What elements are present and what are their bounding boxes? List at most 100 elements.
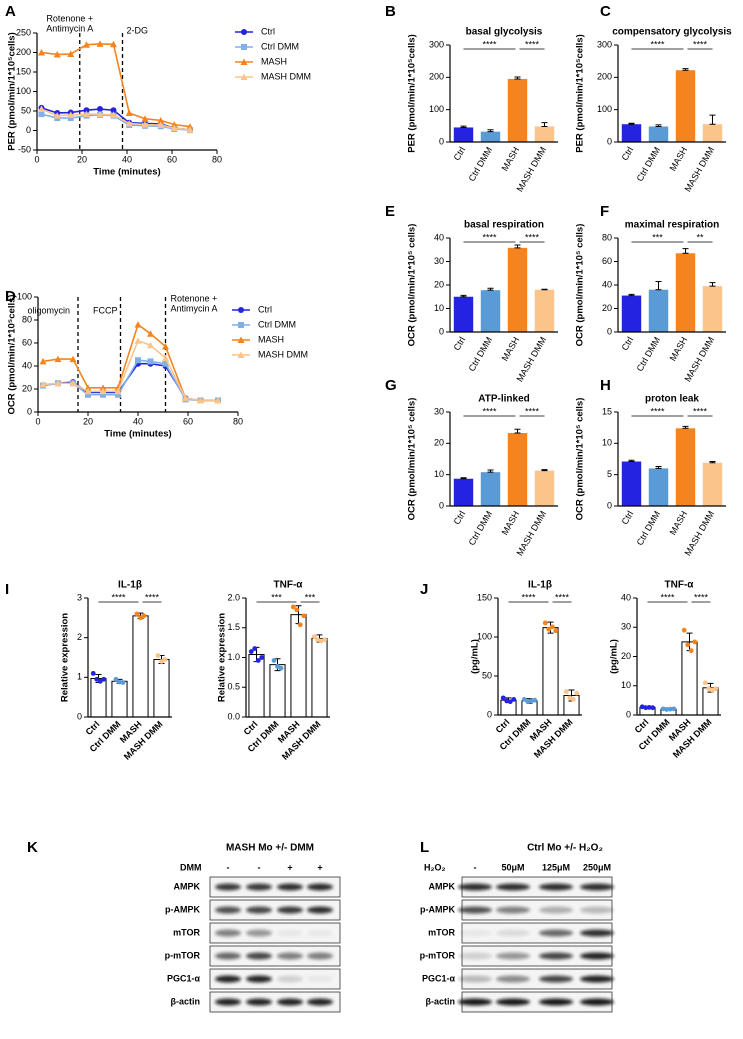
error-bar: [514, 428, 521, 434]
x-tick-label: 80: [233, 416, 243, 426]
error-bar: [460, 477, 467, 480]
error-bar: [655, 124, 662, 127]
treatment-label: DMM: [180, 862, 202, 872]
y-tick-label: 2: [77, 632, 82, 642]
y-tick-label: 0: [77, 711, 82, 721]
band: [307, 998, 333, 1006]
y-tick-label: 40: [434, 232, 444, 242]
band: [307, 975, 333, 983]
marker: [197, 397, 204, 404]
chart-title: basal respiration: [464, 220, 544, 231]
band: [307, 906, 333, 914]
panel-letter: L: [420, 839, 429, 856]
row-label: PGC1-α: [167, 973, 201, 983]
data-point: [546, 626, 552, 632]
data-point: [553, 628, 559, 634]
band: [277, 998, 303, 1006]
significance-label: ****: [525, 406, 540, 416]
data-point: [120, 680, 126, 685]
y-tick-label: 10: [621, 680, 631, 690]
category-label: MASH: [500, 335, 522, 363]
y-tick-label: 300: [597, 39, 612, 49]
lane-label: -: [474, 862, 477, 872]
y-tick-label: 0.0: [227, 711, 240, 721]
data-point: [301, 613, 307, 619]
panel-letter: D: [5, 288, 16, 305]
y-tick-label: 40: [602, 279, 612, 289]
data-point: [542, 620, 548, 626]
y-axis-label: OCR (pmol/min/1*10⁵cells): [7, 294, 18, 414]
y-tick-label: 20: [434, 438, 444, 448]
error-bar: [709, 282, 716, 287]
bar: [675, 253, 696, 332]
row-label: β-actin: [426, 996, 456, 1006]
y-tick-label: 300: [429, 39, 444, 49]
x-tick-label: 20: [83, 416, 93, 426]
significance-label: ***: [305, 592, 316, 602]
row-label: p-AMPK: [165, 904, 200, 914]
panel-letter: A: [5, 3, 16, 20]
y-tick-label: 0: [26, 125, 31, 135]
y-tick-label: 1.5: [227, 622, 240, 632]
band: [246, 883, 272, 891]
band: [215, 952, 241, 960]
data-point: [549, 624, 555, 630]
bar: [507, 247, 528, 332]
bar: [648, 289, 669, 332]
data-point: [713, 686, 719, 692]
data-point: [667, 706, 673, 712]
error-bar: [460, 125, 467, 128]
data-point: [521, 697, 527, 702]
band: [496, 929, 530, 937]
series-line: [42, 323, 218, 402]
significance-label: ****: [694, 592, 709, 602]
legend-marker: [240, 73, 248, 80]
y-tick-label: 100: [16, 86, 31, 96]
data-point: [248, 649, 254, 654]
legend-label: Ctrl DMM: [258, 319, 296, 329]
data-point: [500, 695, 506, 701]
bar: [648, 126, 669, 142]
y-tick-label: 0: [439, 500, 444, 510]
marker: [83, 110, 90, 118]
marker: [83, 107, 90, 114]
bar: [111, 680, 128, 718]
data-point: [271, 658, 277, 663]
legend-label: Ctrl: [258, 304, 272, 314]
legend-marker: [237, 336, 245, 343]
marker: [147, 358, 154, 365]
data-point: [134, 611, 140, 617]
legend-marker: [238, 322, 244, 328]
blot-title: MASH Mo +/- DMM: [226, 843, 314, 854]
band: [580, 906, 614, 914]
chart-title: TNF-α: [665, 580, 695, 591]
error-bar: [460, 294, 467, 298]
marker: [110, 107, 117, 114]
y-tick-label: 10: [602, 438, 612, 448]
error-bar: [655, 466, 662, 469]
significance-label: ****: [521, 592, 536, 602]
data-point: [294, 607, 300, 613]
data-point: [650, 705, 656, 711]
bar: [621, 124, 642, 142]
bar: [675, 70, 696, 142]
y-axis-label: PER (pmol/min/1*10⁵cells): [575, 34, 586, 153]
x-tick-label: 80: [212, 154, 222, 164]
y-tick-label: 0: [487, 709, 492, 719]
significance-label: ****: [525, 39, 540, 49]
y-tick-label: 20: [434, 279, 444, 289]
band: [458, 998, 492, 1006]
significance-label: ****: [650, 406, 665, 416]
data-point: [259, 655, 265, 660]
marker: [100, 391, 106, 398]
x-tick-label: 60: [183, 416, 193, 426]
bar: [534, 289, 555, 332]
bar: [621, 461, 642, 506]
lane-label: -: [227, 862, 230, 872]
significance-label: ****: [555, 592, 570, 602]
y-tick-label: 200: [597, 72, 612, 82]
band: [277, 975, 303, 983]
y-tick-label: 10: [434, 469, 444, 479]
y-tick-label: 40: [621, 592, 631, 602]
category-label: MASH: [668, 145, 690, 173]
